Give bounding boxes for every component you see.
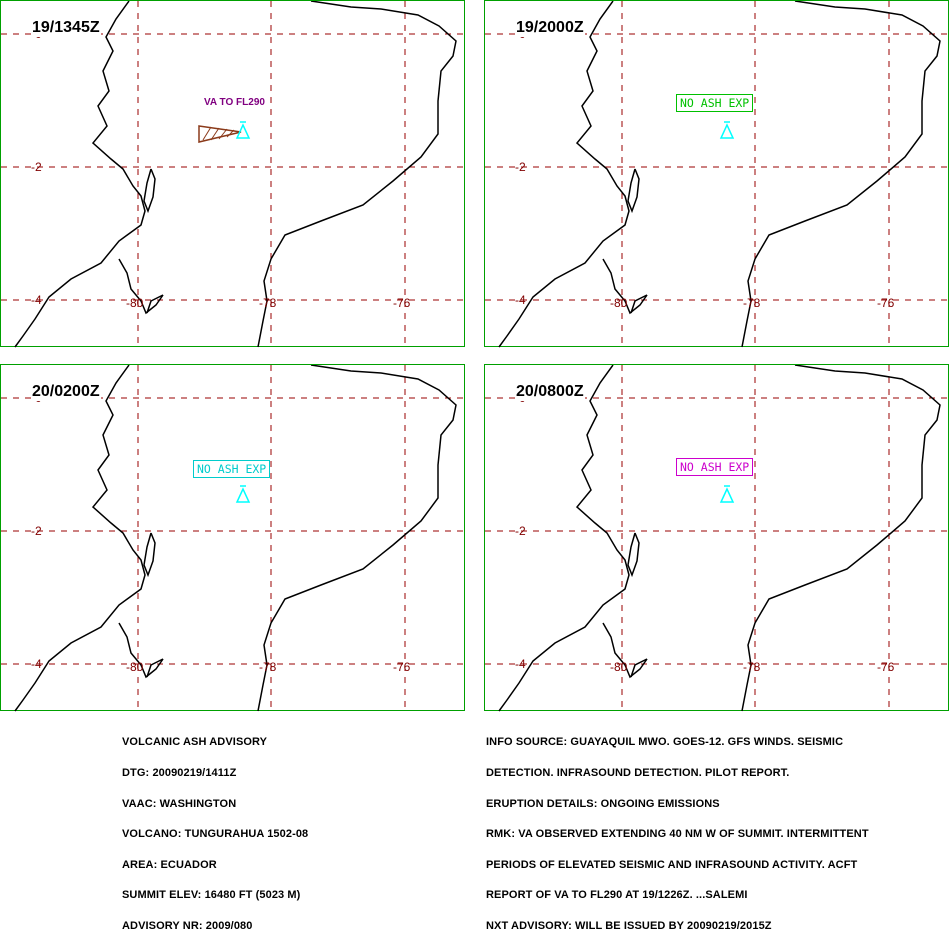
advisory-line: AREA: ECUADOR <box>122 858 217 871</box>
coastline-path <box>602 258 648 315</box>
coastline <box>14 1 457 348</box>
latitude-label: -4 <box>515 293 526 307</box>
panel-time-label: 20/0200Z <box>31 383 101 401</box>
coastline-path <box>143 532 156 578</box>
volcano-triangle-icon <box>719 485 735 503</box>
ash-plume <box>198 125 242 143</box>
coastline-path <box>630 294 648 314</box>
advisory-line: SUMMIT ELEV: 16480 FT (5023 M) <box>122 889 301 902</box>
latitude-label: -4 <box>31 293 42 307</box>
advisory-line: VAAC: WASHINGTON <box>122 797 237 810</box>
advisory-details-block: INFO SOURCE: GUAYAQUIL MWO. GOES-12. GFS… <box>486 717 869 941</box>
longitude-label: -80 <box>610 296 628 310</box>
coastline <box>498 1 941 348</box>
longitude-label: -80 <box>126 296 144 310</box>
coastline <box>14 365 457 712</box>
advisory-line: ERUPTION DETAILS: ONGOING EMISSIONS <box>486 797 720 810</box>
coastline-path <box>257 365 457 712</box>
coastline-path <box>14 365 146 712</box>
panel-time-label: 20/0800Z <box>515 383 585 401</box>
coastline-path <box>146 658 164 678</box>
advisory-line: NXT ADVISORY: WILL BE ISSUED BY 20090219… <box>486 919 772 932</box>
volcano-triangle-icon <box>235 485 251 503</box>
map-canvas <box>485 1 950 348</box>
coastline-path <box>146 294 164 314</box>
longitude-label: -76 <box>877 296 895 310</box>
longitude-label: -76 <box>393 660 411 674</box>
advisory-header-block: VOLCANIC ASH ADVISORY DTG: 20090219/1411… <box>122 717 308 941</box>
volcano-triangle-icon <box>719 121 735 139</box>
no-ash-label: NO ASH EXP <box>193 460 271 478</box>
coastline-path <box>741 1 941 348</box>
longitude-label: -78 <box>259 660 277 674</box>
advisory-line: INFO SOURCE: GUAYAQUIL MWO. GOES-12. GFS… <box>486 736 844 749</box>
advisory-line: REPORT OF VA TO FL290 AT 19/1226Z. ...SA… <box>486 889 748 902</box>
longitude-label: -78 <box>259 296 277 310</box>
volcano-triangle-icon <box>235 121 251 139</box>
panel-time-label: 19/1345Z <box>31 19 101 37</box>
longitude-label: -76 <box>393 296 411 310</box>
coastline-path <box>498 365 630 712</box>
advisory-line: DETECTION. INFRASOUND DETECTION. PILOT R… <box>486 767 790 779</box>
grid-lines <box>485 365 950 712</box>
longitude-label: -76 <box>877 660 895 674</box>
map-canvas <box>1 365 466 712</box>
advisory-line: RMK: VA OBSERVED EXTENDING 40 NM W OF SU… <box>486 828 869 841</box>
latitude-label: -2 <box>515 524 526 538</box>
advisory-line: VOLCANIC ASH ADVISORY <box>122 736 268 749</box>
longitude-label: -78 <box>743 660 761 674</box>
grid-lines <box>1 365 466 712</box>
coastline-path <box>630 658 648 678</box>
coastline <box>498 365 941 712</box>
latitude-label: -2 <box>31 524 42 538</box>
coastline-path <box>627 532 640 578</box>
map-canvas <box>485 365 950 712</box>
latitude-label: -2 <box>31 160 42 174</box>
coastline-path <box>118 622 164 679</box>
coastline-path <box>741 365 941 712</box>
advisory-line: ADVISORY NR: 2009/080 <box>122 919 253 932</box>
no-ash-label: NO ASH EXP <box>676 94 754 112</box>
coastline-path <box>257 1 457 348</box>
latitude-label: -2 <box>515 160 526 174</box>
latitude-label: -4 <box>515 657 526 671</box>
va-annotation: VA TO FL290 <box>204 97 265 108</box>
advisory-line: PERIODS OF ELEVATED SEISMIC AND INFRASOU… <box>486 858 858 871</box>
no-ash-label: NO ASH EXP <box>676 458 754 476</box>
longitude-label: -80 <box>610 660 628 674</box>
longitude-label: -78 <box>743 296 761 310</box>
latitude-label: -4 <box>31 657 42 671</box>
coastline-path <box>602 622 648 679</box>
advisory-line: VOLCANO: TUNGURAHUA 1502-08 <box>122 828 309 841</box>
coastline-path <box>498 1 630 348</box>
panel-time-label: 19/2000Z <box>515 19 585 37</box>
coastline-path <box>627 168 640 214</box>
coastline-path <box>118 258 164 315</box>
longitude-label: -80 <box>126 660 144 674</box>
coastline-path <box>143 168 156 214</box>
advisory-line: DTG: 20090219/1411Z <box>122 767 237 779</box>
coastline-path <box>14 1 146 348</box>
